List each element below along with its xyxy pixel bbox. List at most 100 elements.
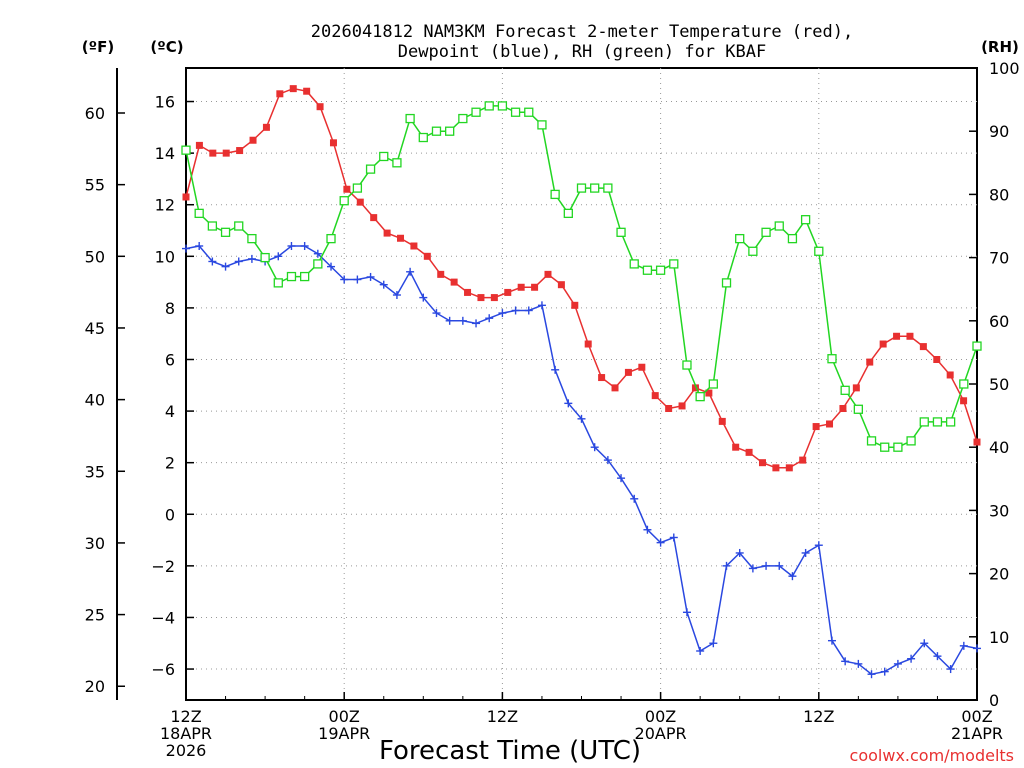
data-point — [959, 641, 968, 650]
axis-ticks: −6 −4 −2 0 2 4 6 8 10 12 14 16 20 25 30 35 40 45 50 55 60 0 10… — [85, 59, 1020, 760]
data-point — [960, 397, 968, 405]
chart-title-line-1: 2026041812 NAM3KM Forecast 2-meter Tempe… — [311, 22, 853, 42]
data-point — [775, 561, 784, 570]
data-point — [299, 271, 310, 282]
data-point — [524, 107, 534, 117]
data-point — [181, 145, 191, 155]
celsius-tick-label: 6 — [165, 350, 175, 369]
fahrenheit-tick-label: 20 — [85, 677, 105, 696]
data-point — [577, 414, 586, 423]
data-point — [735, 233, 745, 244]
rh-tick-label: 10 — [989, 628, 1009, 647]
data-point — [471, 107, 481, 117]
data-point — [484, 101, 494, 111]
data-point — [920, 639, 929, 648]
data-point — [972, 341, 982, 351]
data-point — [933, 652, 942, 661]
celsius-tick-label: 4 — [165, 402, 175, 421]
data-point — [691, 384, 699, 392]
data-point — [524, 306, 533, 315]
data-point — [721, 278, 732, 288]
data-point — [919, 417, 929, 427]
data-point — [772, 464, 780, 472]
data-point — [761, 227, 771, 237]
data-point — [611, 384, 619, 392]
data-point — [356, 198, 364, 206]
data-point — [247, 233, 257, 244]
data-point — [498, 309, 507, 318]
data-point — [945, 417, 956, 427]
data-point — [682, 360, 692, 370]
data-point — [477, 294, 485, 302]
data-point — [840, 385, 850, 395]
data-point — [313, 249, 322, 258]
data-point — [748, 246, 758, 256]
data-point — [207, 221, 218, 231]
data-point — [262, 123, 270, 131]
fahrenheit-tick-label: 35 — [85, 462, 105, 481]
data-point — [234, 221, 244, 231]
data-point — [182, 244, 190, 253]
data-point — [827, 636, 836, 645]
celsius-tick-label: −2 — [151, 557, 175, 576]
data-point — [209, 149, 217, 157]
data-point — [785, 464, 793, 472]
data-point — [431, 126, 442, 136]
data-point — [907, 654, 916, 663]
data-point — [959, 379, 969, 389]
data-point — [665, 405, 673, 413]
data-point — [222, 149, 230, 157]
grid-lines — [186, 68, 977, 700]
data-point — [758, 459, 766, 467]
data-point — [437, 270, 445, 278]
data-point — [517, 283, 525, 291]
x-tick-label: 2026 — [166, 741, 207, 760]
data-point — [276, 90, 284, 98]
data-point — [531, 283, 539, 291]
data-point — [696, 646, 705, 655]
data-point — [841, 657, 850, 666]
source-watermark: coolwx.com/modelts — [850, 746, 1014, 765]
data-point — [490, 294, 498, 302]
x-tick-label: 12Z — [487, 707, 518, 726]
celsius-unit-label: (ºC) — [150, 38, 183, 56]
x-tick-label: 12Z — [803, 707, 834, 726]
data-point — [827, 354, 837, 364]
data-point — [557, 281, 565, 289]
data-point — [249, 136, 257, 144]
rh-tick-label: 0 — [989, 691, 999, 710]
data-point — [316, 103, 324, 111]
data-point — [655, 265, 666, 275]
data-point — [708, 379, 718, 389]
data-point — [801, 548, 810, 557]
data-point — [709, 639, 718, 648]
data-point — [839, 405, 847, 413]
data-point — [603, 183, 613, 193]
celsius-tick-label: 12 — [155, 196, 175, 215]
rh-tick-label: 60 — [989, 312, 1009, 331]
data-point — [419, 293, 428, 302]
data-point — [946, 371, 954, 379]
data-point — [745, 448, 753, 456]
data-point — [366, 272, 375, 281]
data-point — [274, 252, 283, 261]
data-point — [812, 423, 820, 431]
data-point — [584, 340, 592, 348]
data-point — [800, 215, 811, 225]
data-point — [379, 280, 388, 289]
data-point — [748, 564, 757, 573]
data-point — [906, 332, 914, 340]
data-point — [289, 85, 297, 93]
data-point — [537, 301, 546, 310]
data-point — [643, 525, 652, 534]
data-point — [195, 141, 203, 149]
data-point — [247, 254, 256, 263]
data-point — [365, 164, 376, 174]
data-point — [880, 442, 890, 452]
series-rh — [181, 101, 982, 452]
celsius-tick-label: 14 — [155, 144, 175, 163]
data-point — [630, 494, 639, 503]
data-point — [598, 374, 606, 382]
data-point — [814, 246, 824, 256]
data-point — [510, 107, 521, 117]
